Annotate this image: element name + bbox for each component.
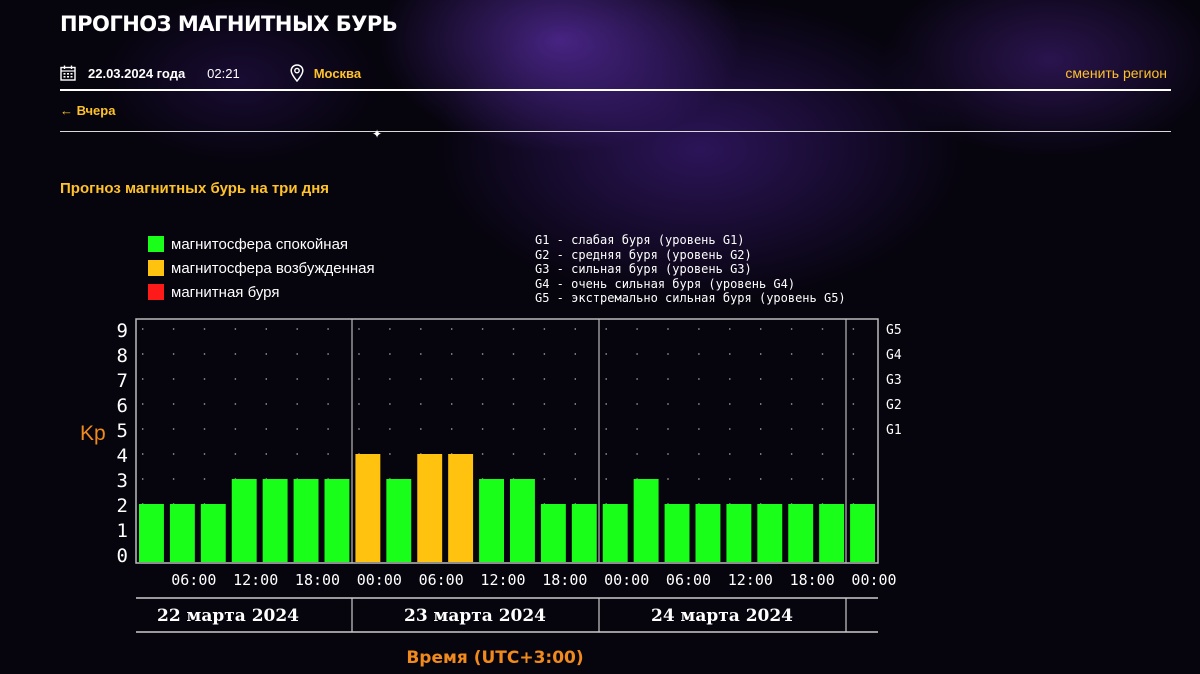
g-levels-list: G1 - слабая буря (уровень G1) G2 - средн… [535,233,846,306]
kp-bar [757,504,783,562]
calendar-icon [60,65,76,81]
kp-bar [819,504,845,562]
y-tick-label: 6 [117,395,128,417]
legend-item-excited: магнитосфера возбужденная [148,256,375,280]
x-tick-label: 12:00 [480,571,525,589]
legend-swatch-green [148,236,164,252]
star-sparkle-icon: ✦ [372,127,383,141]
kp-bar [510,479,535,562]
change-region-link[interactable]: сменить регион [1065,65,1167,81]
g-level-item: G2 - средняя буря (уровень G2) [535,247,752,262]
kp-bar [571,504,597,562]
x-tick-label: 00:00 [357,571,402,589]
kp-bar [139,504,164,562]
x-tick-label: 00:00 [604,571,649,589]
y-tick-label: 8 [117,345,128,367]
kp-bar [324,479,350,562]
kp-bar [479,479,504,562]
kp-bar [602,504,628,562]
y-tick-label: 2 [117,495,128,517]
y-tick-label: 7 [117,370,128,392]
x-tick-label: 18:00 [790,571,835,589]
kp-bar [262,479,288,562]
g-level-item: G1 - слабая буря (уровень G1) [535,233,745,247]
legend-label: магнитосфера спокойная [171,235,349,253]
section-title: Прогноз магнитных бурь на три дня [60,180,330,197]
legend-label: магнитная буря [171,283,280,301]
page-title: ПРОГНОЗ МАГНИТНЫХ БУРЬ [60,12,398,36]
legend-item-quiet: магнитосфера спокойная [148,232,375,256]
x-axis-label: Время (UTC+3:00) [406,648,583,668]
day-label: 23 марта 2024 [404,606,546,626]
g-level-item: G3 - сильная буря (уровень G3) [535,262,752,276]
current-time: 02:21 [207,65,240,81]
location-pin-icon [290,64,304,82]
kp-bar [633,479,659,562]
y-tick-label: 4 [117,445,128,467]
yesterday-link[interactable]: ← Вчера [60,103,116,118]
kp-bar [664,504,690,562]
kp-bar [448,454,474,562]
y-axis-label: Kp [80,422,106,445]
kp-bar [788,504,814,562]
kp-bar [850,504,875,562]
legend-item-storm: магнитная буря [148,280,375,304]
x-tick-label: 06:00 [666,571,711,589]
city-link[interactable]: Москва [313,65,362,81]
legend-label: магнитосфера возбужденная [171,259,375,277]
kp-bar [200,504,226,562]
current-date: 22.03.2024 года [88,65,186,81]
divider [60,89,1171,91]
y-tick-label: 3 [117,470,128,492]
kp-bar [417,454,443,562]
kp-bar [540,504,566,562]
y-tick-label: 0 [117,545,128,567]
g-level-item: G4 - очень сильная буря (уровень G4) [535,276,796,291]
x-tick-label: 00:00 [851,571,896,589]
y-tick-label: 1 [117,520,128,542]
kp-bar [169,504,195,562]
kp-bar [293,479,319,562]
plot-frame [135,318,879,564]
legend-swatch-orange [148,260,164,276]
kp-bar [386,479,412,562]
x-tick-label: 06:00 [171,571,216,589]
kp-bar [726,504,752,562]
day-label: 22 марта 2024 [157,606,299,626]
x-tick-label: 12:00 [728,571,773,589]
g-level-item: G5 - экстремально сильная буря (уровень … [535,291,846,305]
y-tick-label: 5 [117,420,128,442]
g-level-tick-label: G2 [886,398,902,413]
x-tick-label: 06:00 [419,571,464,589]
x-tick-label: 18:00 [542,571,587,589]
kp-bar [231,479,257,562]
legend-swatch-red [148,284,164,300]
day-label: 24 марта 2024 [651,606,793,626]
x-tick-label: 18:00 [295,571,340,589]
g-level-tick-label: G4 [886,348,902,363]
g-level-tick-label: G1 [886,423,902,438]
info-row: 22.03.2024 года 02:21 Москва сменить рег… [60,62,1167,84]
g-level-tick-label: G5 [886,323,902,338]
y-tick-label: 9 [117,320,128,342]
kp-bar [695,504,721,562]
divider [60,131,1171,132]
chart-legend: магнитосфера спокойная магнитосфера возб… [148,232,375,304]
x-tick-label: 12:00 [233,571,278,589]
g-level-tick-label: G3 [886,373,902,388]
kp-bar [355,454,381,562]
